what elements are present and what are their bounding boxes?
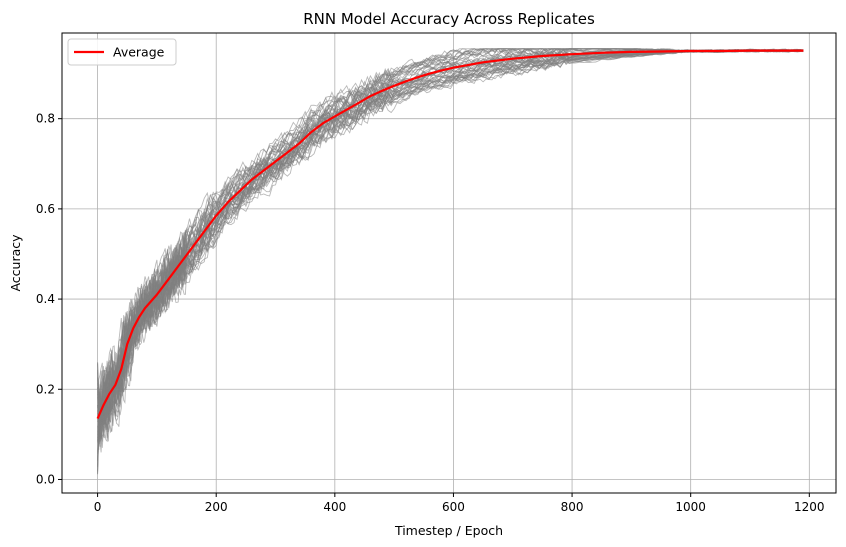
x-axis-label: Timestep / Epoch: [394, 523, 503, 538]
y-axis-ticks: 0.0 0.2 0.4 0.6 0.8: [36, 112, 62, 486]
chart-title: RNN Model Accuracy Across Replicates: [303, 10, 595, 28]
legend-box: [67, 38, 177, 66]
average-line: [96, 49, 804, 420]
y-tick-label: 0.0: [36, 472, 55, 486]
x-tick-label: 800: [561, 500, 584, 514]
legend: Average: [67, 38, 177, 66]
y-tick-label: 0.6: [36, 202, 55, 216]
legend-label-average: Average: [113, 45, 165, 60]
x-tick-label: 400: [323, 500, 346, 514]
plot-frame: [61, 32, 837, 494]
y-tick-label: 0.4: [36, 292, 55, 306]
grid: [62, 33, 836, 493]
x-tick-label: 600: [442, 500, 465, 514]
x-axis-ticks: 0 200 400 600 800 1000 1200: [94, 493, 825, 514]
x-tick-label: 1200: [794, 500, 825, 514]
y-tick-label: 0.8: [36, 112, 55, 126]
x-tick-label: 1000: [675, 500, 706, 514]
x-tick-label: 0: [94, 500, 102, 514]
x-tick-label: 200: [205, 500, 228, 514]
y-tick-label: 0.2: [36, 382, 55, 396]
y-axis-label: Accuracy: [8, 234, 23, 292]
